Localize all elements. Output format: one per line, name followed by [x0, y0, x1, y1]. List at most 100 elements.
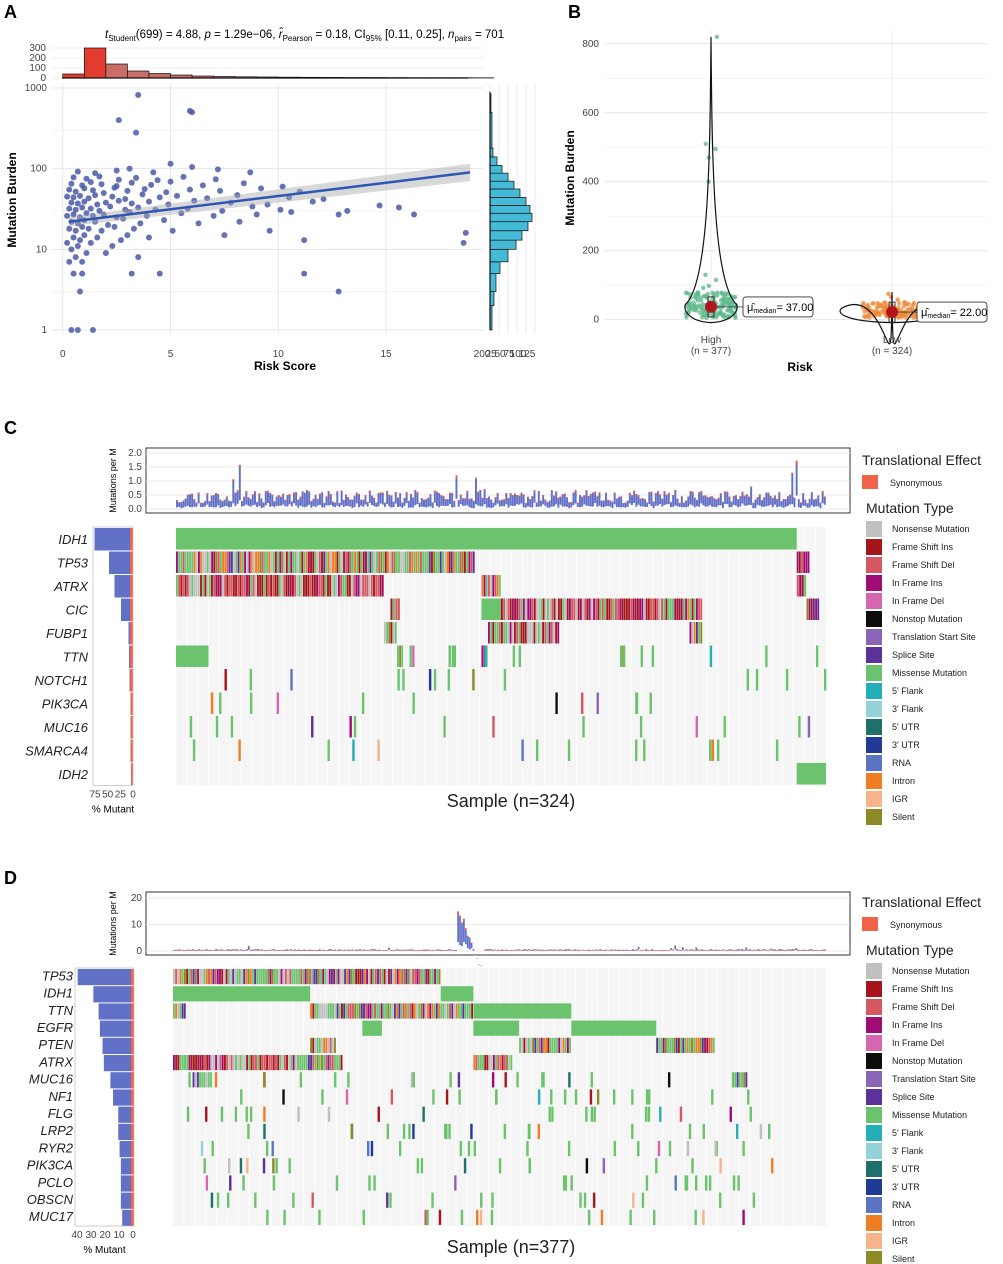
mutation-cell: [292, 575, 294, 597]
scatter-ylabel: Mutation Burden: [5, 152, 19, 247]
mutation-cell: [341, 969, 344, 985]
tmb-bar: [574, 949, 577, 951]
tmb-bar-synonymous: [580, 950, 582, 952]
mutation-cell: [560, 1037, 563, 1053]
mutation-cell: [301, 551, 304, 573]
percent-bar: [120, 1175, 134, 1192]
tmb-bar: [424, 949, 427, 951]
mutation-mark: [239, 1158, 243, 1174]
mutation-cell: [228, 1055, 231, 1071]
mutation-cell: [573, 598, 576, 620]
tmb-bar-synonymous: [683, 950, 686, 952]
scatter-point: [83, 175, 90, 182]
scatter-point: [89, 187, 96, 194]
mutation-cell: [518, 622, 521, 644]
tmb-bar-synonymous: [714, 949, 717, 951]
tmb-bar-synonymous: [343, 949, 346, 951]
tmb-bar: [204, 500, 207, 507]
tmb-bar-synonymous: [793, 497, 796, 499]
tmb-bar: [651, 949, 653, 951]
tmb-bar-synonymous: [368, 949, 371, 951]
right-hist-tick-label: 125: [519, 349, 536, 360]
mutation-cell: [579, 598, 582, 620]
tmb-bar-synonymous: [293, 949, 296, 950]
mutation-mark: [691, 1158, 694, 1174]
tmb-bar-synonymous: [488, 496, 490, 498]
mutation-cell: [550, 622, 553, 644]
mutation-mark: [226, 1192, 230, 1208]
mutation-cell: [510, 1055, 513, 1071]
mutation-cell: [481, 645, 484, 667]
legend-type-label: Nonsense Mutation: [892, 524, 970, 534]
tmb-bar-synonymous: [217, 949, 219, 951]
mutation-cell: [687, 598, 690, 620]
mutation-mark: [657, 1141, 661, 1157]
tmb-bar: [330, 949, 333, 951]
tmb-bar-synonymous: [534, 949, 536, 950]
tmb-bar-synonymous: [718, 949, 721, 951]
legend-type-swatch: [866, 1233, 882, 1249]
scatter-point: [133, 129, 140, 136]
mutation-cell: [202, 575, 205, 597]
scatter-point: [154, 177, 161, 184]
tmb-bar: [197, 492, 200, 504]
tmb-bar: [698, 492, 701, 507]
scatter-point: [264, 201, 271, 208]
tmb-bar: [566, 497, 568, 507]
mutation-cell: [344, 575, 347, 597]
tmb-bar-synonymous: [782, 498, 785, 500]
scatter-point: [253, 211, 260, 218]
tmb-bar: [762, 949, 765, 951]
mutation-mark: [521, 739, 524, 761]
tmb-bar: [544, 499, 547, 506]
mutation-cell: [201, 969, 204, 985]
mutation-mark: [645, 1089, 649, 1105]
mutation-mark: [742, 1141, 745, 1157]
tmb-bar: [451, 492, 454, 508]
legend-type-label: RNA: [892, 1200, 911, 1210]
jitter-point: [902, 300, 907, 305]
mutation-cell: [226, 551, 229, 573]
tmb-bar-synonymous: [596, 496, 599, 498]
tmb-bar: [737, 499, 740, 508]
mutation-cell: [799, 575, 802, 597]
tmb-bar: [613, 492, 616, 505]
tmb-bar: [722, 501, 724, 509]
mutation-cell: [464, 551, 466, 573]
mutation-cell: [566, 598, 569, 620]
tmb-bar-synonymous: [360, 499, 363, 501]
mutation-mark: [353, 716, 357, 738]
tmb-bar-synonymous: [600, 500, 603, 502]
mutation-cell: [283, 1055, 286, 1071]
jitter-point: [879, 309, 884, 314]
tmb-bar: [555, 491, 558, 505]
tmb-bar: [372, 949, 375, 951]
tmb-bar-synonymous: [822, 949, 824, 951]
mutation-mark: [186, 1106, 190, 1122]
tmb-bar-synonymous: [652, 501, 655, 503]
tmb-bar-synonymous: [334, 949, 337, 951]
tmb-bar-synonymous: [267, 950, 269, 951]
tmb-bar-synonymous: [345, 494, 347, 496]
tmb-bar: [599, 949, 602, 951]
legend-type-label: In Frame Ins: [892, 578, 943, 588]
percent-tick-label: 0: [130, 790, 136, 801]
legend-type-swatch: [866, 1125, 882, 1141]
tmb-bar: [479, 489, 482, 507]
tmb-bar: [436, 491, 438, 507]
tmb-bar-synonymous: [624, 950, 627, 951]
tmb-bar-synonymous: [814, 950, 817, 951]
mutation-mark: [647, 1106, 651, 1122]
tmb-bar-synonymous: [584, 950, 586, 951]
mutation-cell: [208, 575, 211, 597]
tmb-bar-synonymous: [783, 950, 786, 951]
mutation-cell: [294, 1055, 297, 1071]
tmb-bar: [345, 494, 347, 506]
mutation-cell: [360, 551, 363, 573]
median-label: μ̂median= 22.00: [921, 307, 987, 320]
tmb-bar-synonymous: [319, 493, 321, 495]
scatter-point: [247, 169, 254, 176]
x-tick-label: 10: [273, 349, 285, 360]
tmb-bar-synonymous: [689, 949, 692, 951]
tmb-bar-synonymous: [612, 949, 615, 951]
